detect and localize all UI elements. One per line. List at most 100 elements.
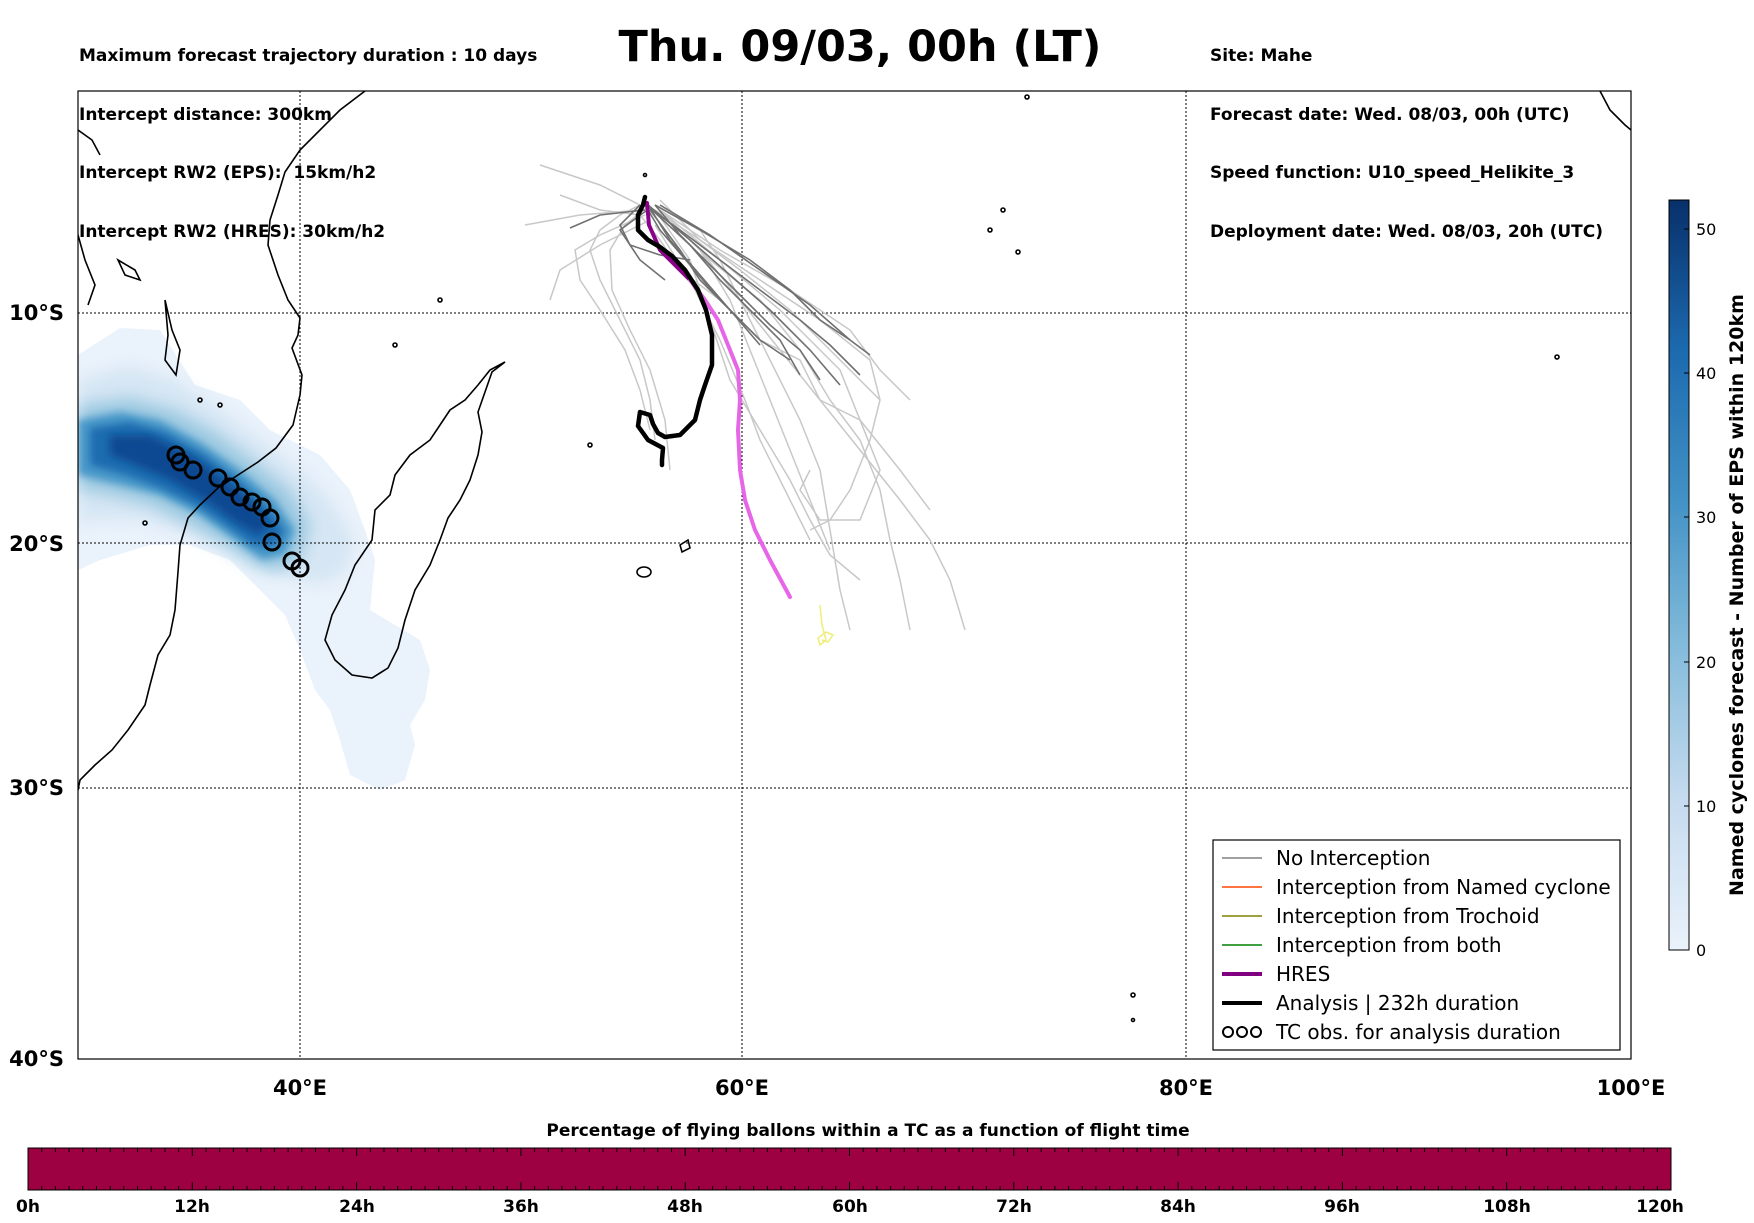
- lon-label-100e: 100°E: [1597, 1076, 1666, 1100]
- eps-members-near-site: [569, 204, 871, 386]
- small-island: [1015, 249, 1021, 255]
- madagascar-coast: [324, 361, 506, 679]
- eps-track: [659, 199, 881, 531]
- eps-track: [549, 219, 651, 301]
- eps-track: [659, 209, 911, 401]
- tc-obs-marker: [220, 477, 240, 497]
- eps-track: [654, 204, 821, 381]
- analysis-track: [635, 194, 715, 468]
- lon-label-40e: 40°E: [273, 1076, 327, 1100]
- small-island: [1554, 354, 1560, 360]
- small-island: [642, 172, 648, 178]
- param-rw2-eps: Intercept RW2 (EPS): 15km/h2: [79, 163, 377, 183]
- flight-time-tick: 96h: [1324, 1197, 1360, 1217]
- small-island: [1000, 207, 1006, 213]
- colorbar-tick: 40: [1696, 364, 1716, 383]
- eps-track: [659, 204, 851, 341]
- flight-time-title: Percentage of flying ballons within a TC…: [546, 1121, 1189, 1141]
- eps-members-long: [524, 164, 966, 631]
- small-island: [987, 227, 993, 233]
- eps-track: [524, 209, 641, 226]
- legend: No Interception Interception from Named …: [1212, 839, 1621, 1051]
- tc-obs-marker: [183, 460, 203, 480]
- axis-labels: 40°E 60°E 80°E 100°E 10°S 20°S 30°S 40°S: [9, 301, 1665, 1100]
- eps-track: [659, 209, 831, 551]
- lake-tanganyika: [116, 258, 142, 282]
- lake-malawi: [164, 299, 181, 378]
- legend-label: HRES: [1276, 962, 1330, 986]
- tc-obs-marker: [260, 508, 280, 528]
- hres-track-near: [645, 201, 692, 282]
- small-island: [1130, 992, 1136, 998]
- site-name: Site: Mahe: [1210, 46, 1313, 66]
- colorbar-label: Named cyclones forecast - Number of EPS …: [1726, 294, 1748, 896]
- legend-swatch-tc-obs: [1222, 1026, 1262, 1038]
- flight-time-colorbar: Percentage of flying ballons within a TC…: [16, 1121, 1684, 1217]
- small-island: [437, 297, 443, 303]
- colorbar-tick: 50: [1696, 220, 1716, 239]
- colorbar-tick: 0: [1696, 941, 1706, 960]
- flight-time-tick: 36h: [503, 1197, 539, 1217]
- northeast-coast-fragment: [1599, 91, 1631, 131]
- legend-label: TC obs. for analysis duration: [1275, 1020, 1561, 1044]
- eps-track: [659, 209, 966, 631]
- mauritius-island: [679, 538, 691, 554]
- legend-box: [1212, 839, 1621, 1051]
- legend-label: No Interception: [1276, 846, 1430, 870]
- eps-track: [654, 224, 811, 541]
- hres-track-far: [688, 278, 792, 599]
- param-duration: Maximum forecast trajectory duration : 1…: [79, 46, 538, 66]
- param-intercept-distance: Intercept distance: 300km: [79, 104, 332, 125]
- lon-label-60e: 60°E: [715, 1076, 769, 1100]
- flight-time-tick: 72h: [996, 1197, 1032, 1217]
- legend-label: Interception from Trochoid: [1276, 904, 1540, 928]
- coastlines: [78, 91, 1631, 1023]
- hres-track: [645, 201, 792, 599]
- eps-track: [574, 214, 651, 431]
- flight-time-tick: 60h: [832, 1197, 868, 1217]
- comoros-island: [197, 397, 203, 403]
- trochoid-track: [817, 604, 835, 647]
- tc-obs-marker: [242, 492, 262, 512]
- eps-density-field: [78, 328, 430, 790]
- eps-track: [644, 204, 861, 376]
- param-rw2-hres: Intercept RW2 (HRES): 30km/h2: [79, 221, 386, 242]
- small-island: [392, 342, 398, 348]
- eps-track: [659, 209, 881, 521]
- eps-track: [618, 207, 666, 281]
- flight-time-tick: 12h: [174, 1197, 210, 1217]
- map-area: [78, 91, 1631, 1059]
- northwest-coast-fragment: [78, 129, 101, 156]
- small-island: [217, 402, 223, 408]
- site-info: Site: Mahe Forecast date: Wed. 08/03, 00…: [1210, 8, 1603, 262]
- flight-time-tick: 108h: [1483, 1197, 1531, 1217]
- africa-coast: [78, 91, 366, 791]
- eps-track: [569, 209, 646, 229]
- map-title: Thu. 09/03, 00h (LT): [618, 22, 1102, 72]
- colorbar-tick: 30: [1696, 508, 1716, 527]
- eps-track: [649, 207, 761, 346]
- tc-obs-marker: [208, 468, 228, 488]
- map-frame: [77, 90, 1632, 1060]
- flight-time-tick: 120h: [1636, 1197, 1684, 1217]
- lat-label-40s: 40°S: [9, 1047, 64, 1071]
- deployment-date: Deployment date: Wed. 08/03, 20h (UTC): [1210, 221, 1604, 242]
- eps-track: [654, 209, 881, 401]
- reunion-island: [636, 566, 652, 578]
- eps-track: [539, 164, 641, 206]
- density-colorbar: 0 10 20 30 40 50 Named cyclones forecast…: [1668, 199, 1748, 960]
- legend-label: Interception from Named cyclone: [1276, 875, 1611, 899]
- tc-obs-markers: [166, 445, 310, 578]
- tc-obs-marker: [230, 487, 250, 507]
- run-parameters: Maximum forecast trajectory duration : 1…: [79, 8, 537, 262]
- lat-label-20s: 20°S: [9, 532, 64, 556]
- flight-time-tick: 84h: [1160, 1197, 1196, 1217]
- eps-track: [559, 194, 641, 216]
- tc-obs-marker: [262, 532, 282, 552]
- eps-track: [589, 204, 656, 441]
- small-island: [1024, 94, 1030, 100]
- eps-track: [654, 209, 861, 581]
- colorbar-tick: 20: [1696, 653, 1716, 672]
- forecast-date: Forecast date: Wed. 08/03, 00h (UTC): [1210, 104, 1570, 125]
- eps-track: [647, 204, 841, 386]
